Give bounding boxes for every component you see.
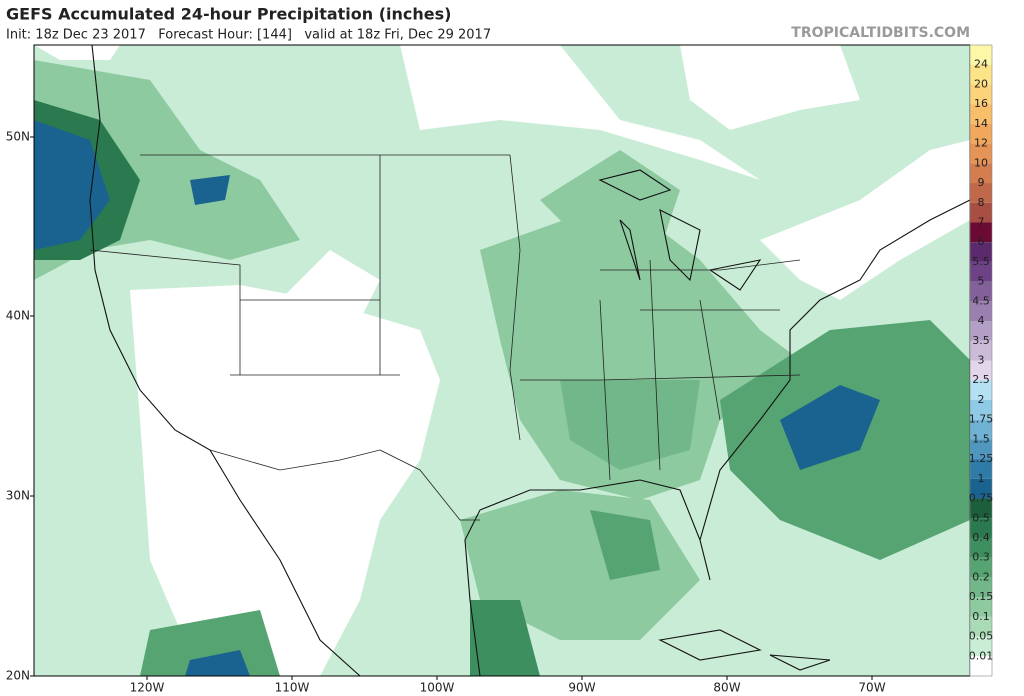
colorbar-label: 6 — [978, 235, 985, 248]
colorbar-swatch — [970, 419, 992, 440]
colorbar-swatch — [970, 45, 992, 65]
colorbar-swatch — [970, 321, 992, 341]
colorbar-swatch — [970, 143, 992, 164]
title: GEFS Accumulated 24-hour Precipitation (… — [6, 5, 452, 24]
colorbar-swatch — [970, 242, 992, 262]
colorbar-label: 4 — [978, 314, 985, 327]
colorbar-swatch — [970, 636, 992, 657]
colorbar-label: 9 — [978, 176, 985, 189]
colorbar-swatch — [970, 616, 992, 637]
colorbar-swatch — [970, 222, 992, 243]
lat-label: 20N — [6, 669, 30, 683]
colorbar-label: 1 — [978, 472, 985, 485]
colorbar-swatch — [970, 301, 992, 322]
colorbar-label: 2 — [978, 393, 985, 406]
colorbar-label: 8 — [978, 196, 985, 209]
colorbar-swatch — [970, 360, 992, 381]
colorbar-label: 7 — [978, 215, 985, 228]
colorbar-label: 3.5 — [972, 334, 990, 347]
colorbar-label: 0.05 — [969, 630, 994, 643]
map — [33, 44, 971, 677]
colorbar-frame — [969, 44, 993, 677]
colorbar-label: 5 — [978, 275, 985, 288]
colorbar-label: 2.5 — [972, 373, 990, 386]
colorbar-label: 0.75 — [969, 492, 994, 505]
colorbar-label: 0.3 — [972, 551, 990, 564]
colorbar-label: 24 — [974, 58, 988, 71]
colorbar-label: 0.01 — [969, 649, 994, 662]
colorbar-swatch — [970, 163, 992, 184]
colorbar-swatch — [970, 537, 992, 558]
lon-label: 100W — [420, 681, 455, 695]
lat-label: 30N — [6, 489, 30, 503]
colorbar-swatch — [970, 202, 992, 223]
colorbar-label: 1.75 — [969, 413, 994, 426]
colorbar-swatch — [970, 439, 992, 460]
lon-label: 90W — [568, 681, 595, 695]
colorbar-swatch — [970, 557, 992, 578]
colorbar-swatch — [970, 104, 992, 124]
colorbar-swatch — [970, 64, 992, 85]
colorbar-label: 16 — [974, 97, 988, 110]
watermark: TROPICALTIDBITS.COM — [791, 25, 970, 41]
colorbar-swatch — [970, 478, 992, 499]
colorbar-label: 0.1 — [972, 610, 990, 623]
lat-label: 40N — [6, 309, 30, 323]
colorbar-swatch — [970, 281, 992, 302]
colorbar-swatch — [970, 577, 992, 598]
colorbar-swatch — [970, 123, 992, 144]
colorbar-label: 0.5 — [972, 511, 990, 524]
colorbar-label: 12 — [974, 137, 988, 150]
colorbar-label: 1.5 — [972, 432, 990, 445]
colorbar-swatch — [970, 656, 992, 676]
colorbar-swatch — [970, 183, 992, 203]
lon-label: 70W — [858, 681, 885, 695]
colorbar-label: 0.4 — [972, 531, 990, 544]
colorbar-label: 20 — [974, 77, 988, 90]
colorbar-label: 4.5 — [972, 294, 990, 307]
lon-label: 120W — [130, 681, 165, 695]
lat-label: 50N — [6, 130, 30, 144]
colorbar-swatch — [970, 261, 992, 282]
colorbar-swatch — [970, 84, 992, 105]
colorbar-label: 5.5 — [972, 255, 990, 268]
colorbar-swatch — [970, 380, 992, 400]
colorbar-label: 0.15 — [969, 590, 994, 603]
colorbar-swatch — [970, 399, 992, 420]
colorbar-label: 1.25 — [969, 452, 994, 465]
colorbar-swatch — [970, 498, 992, 519]
colorbar-label: 3 — [978, 354, 985, 367]
colorbar-label: 10 — [974, 156, 988, 169]
colorbar-swatch — [970, 518, 992, 538]
lon-label: 110W — [275, 681, 310, 695]
colorbar-swatch — [970, 459, 992, 479]
colorbar-swatch — [970, 340, 992, 361]
subtitle: Init: 18z Dec 23 2017 Forecast Hour: [14… — [6, 28, 491, 43]
colorbar-label: 0.2 — [972, 570, 990, 583]
colorbar-label: 14 — [974, 117, 988, 130]
lon-label: 80W — [713, 681, 740, 695]
colorbar: 24 20 16 14 12 10 9 8 7 6 5.5 5 4.5 4 3.5 3 2.5 2 1.75 1.5 1… — [969, 44, 994, 677]
colorbar-swatch — [970, 597, 992, 617]
